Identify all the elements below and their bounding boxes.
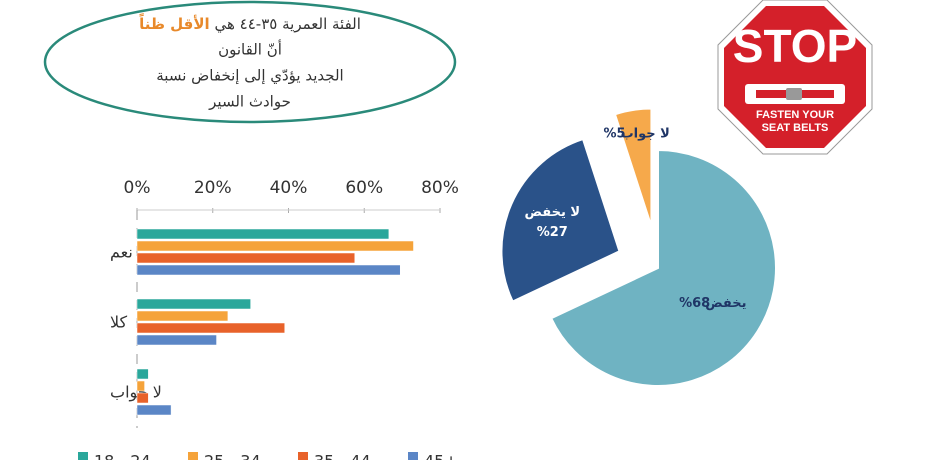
legend-label: 45+ (424, 452, 458, 460)
callout-highlight: الأقل ظناً (139, 12, 210, 32)
x-tick-label: 40% (270, 178, 308, 198)
slice-label-group: لا جواب5% (603, 126, 669, 141)
sign-word: STOP (733, 20, 857, 72)
category-label: كلا (110, 313, 128, 332)
slice-value: 5% (603, 126, 625, 141)
bar (136, 392, 149, 404)
legend-swatch (408, 452, 418, 460)
slice-label: لا جواب (621, 126, 670, 141)
callout-line: أنّ القانون (218, 40, 282, 59)
pie-slice (549, 148, 777, 387)
bar (136, 334, 217, 346)
legend-swatch (78, 452, 88, 460)
x-tick-label: 60% (345, 178, 383, 198)
legend-label: 18 - 24 (94, 452, 151, 460)
bar (136, 380, 145, 392)
x-tick-label: 0% (124, 178, 151, 198)
category-label: لا جواب (110, 383, 162, 403)
bar (136, 252, 356, 264)
pie-slice (500, 137, 621, 303)
stop-sign: STOP FASTEN YOUR SEAT BELTS (717, 0, 873, 155)
bar (136, 298, 251, 310)
slice-label-group: يخفض68% (679, 295, 746, 310)
bar (136, 240, 414, 252)
callout-bubble (43, 0, 457, 124)
bar (136, 368, 149, 380)
legend-swatch (298, 452, 308, 460)
bar (136, 404, 172, 416)
pie-slice (613, 107, 653, 227)
callout-line: حوادث السير (208, 93, 291, 111)
category-label: نعم (110, 243, 133, 262)
callout-line: الجديد يؤدّي إلى إنخفاض نسبة (156, 67, 343, 86)
x-tick-label: 20% (194, 178, 232, 198)
callout-line: الفئة العمرية ٣٥-٤٤ هي الأقل ظناً (139, 12, 361, 33)
legend-label: 25 - 34 (204, 452, 261, 460)
legend-label: 35 - 44 (314, 452, 371, 460)
slice-value: %27 (537, 225, 568, 240)
bar (136, 264, 401, 276)
slice-value: 68% (679, 295, 710, 310)
bar (136, 322, 285, 334)
bar (136, 310, 229, 322)
x-tick-label: 80% (421, 178, 459, 198)
slice-label: لا يخفض (525, 205, 581, 220)
callout-text: الفئة العمرية ٣٥-٤٤ هي (214, 15, 360, 34)
sign-text: FASTEN YOUR (756, 109, 834, 121)
bar (136, 228, 390, 240)
sign-text: SEAT BELTS (762, 122, 829, 134)
legend-swatch (188, 452, 198, 460)
slice-label: يخفض (705, 295, 746, 310)
